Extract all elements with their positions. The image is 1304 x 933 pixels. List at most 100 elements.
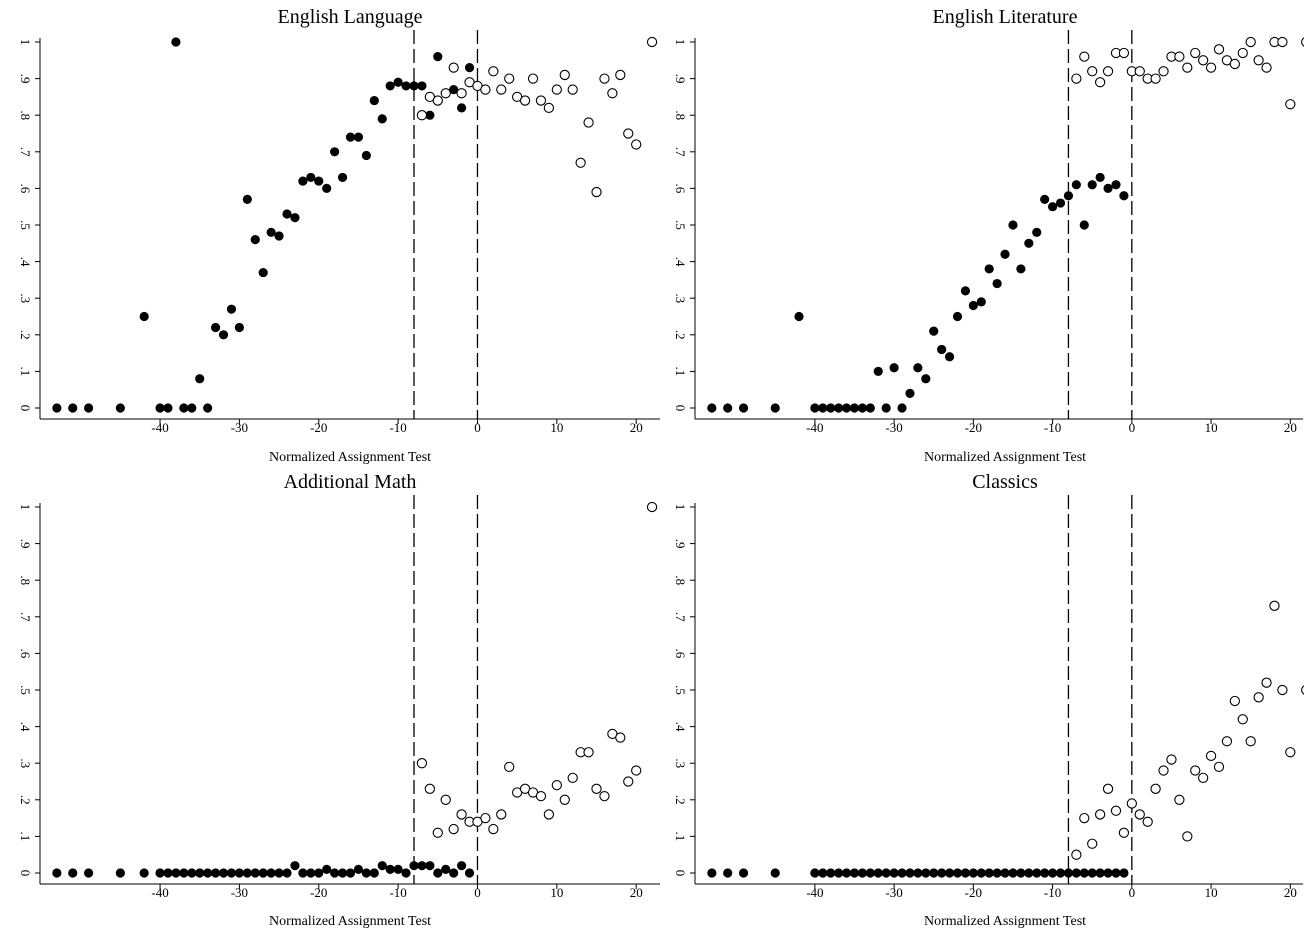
- data-point-filled: [377, 861, 387, 871]
- data-point-filled: [52, 868, 62, 878]
- y-tick-label: .6: [673, 649, 688, 659]
- x-tick-label: 10: [1205, 885, 1218, 900]
- data-point-hollow: [607, 88, 618, 99]
- data-point-hollow: [575, 157, 586, 168]
- data-point-hollow: [615, 732, 626, 743]
- data-point-hollow: [591, 186, 602, 198]
- x-axis-label: Normalized Assignment Test: [269, 450, 431, 465]
- data-point-filled: [322, 864, 332, 874]
- data-point-filled: [52, 403, 62, 413]
- data-point-filled: [345, 868, 356, 878]
- data-point-hollow: [1102, 783, 1114, 794]
- data-point-filled: [992, 278, 1002, 289]
- data-point-filled: [258, 267, 268, 278]
- data-point-filled: [242, 194, 252, 204]
- data-point-filled: [139, 868, 149, 878]
- data-point-filled: [226, 868, 237, 878]
- data-point-hollow: [440, 88, 451, 99]
- data-point-hollow: [1158, 765, 1169, 776]
- data-point-filled: [1087, 868, 1097, 878]
- data-point-hollow: [456, 88, 467, 99]
- data-point-filled: [266, 868, 276, 878]
- data-point-hollow: [416, 758, 428, 769]
- data-point-filled: [155, 403, 165, 413]
- data-point-hollow: [1102, 66, 1114, 77]
- data-point-filled: [449, 84, 459, 95]
- y-tick-label: .5: [673, 220, 688, 230]
- data-point-filled: [897, 403, 907, 413]
- y-tick-label: .4: [18, 722, 33, 732]
- data-point-filled: [1063, 191, 1074, 201]
- y-tick-label: .3: [673, 758, 688, 768]
- data-point-filled: [290, 861, 300, 871]
- data-point-filled: [707, 403, 717, 413]
- data-point-filled: [1111, 180, 1121, 190]
- y-tick-label: .1: [18, 367, 33, 377]
- y-tick-label: .3: [673, 293, 688, 303]
- data-point-filled: [242, 868, 252, 878]
- x-tick-label: 20: [1284, 420, 1297, 435]
- data-point-filled: [314, 176, 324, 186]
- panel-title: Classics: [972, 471, 1038, 493]
- y-tick-label: .8: [673, 575, 688, 585]
- data-point-filled: [841, 868, 852, 878]
- data-point-filled: [976, 868, 986, 878]
- data-point-filled: [952, 311, 963, 322]
- x-tick-label: 0: [1129, 420, 1136, 435]
- data-point-filled: [889, 363, 899, 373]
- data-point-filled: [723, 403, 733, 413]
- data-point-filled: [944, 868, 955, 878]
- data-point-filled: [234, 868, 244, 878]
- y-tick-label: 1: [673, 504, 688, 511]
- data-point-hollow: [1277, 684, 1288, 696]
- data-point-filled: [1016, 868, 1026, 878]
- data-point-filled: [1024, 238, 1034, 248]
- y-tick-label: 0: [673, 870, 688, 877]
- data-point-filled: [818, 868, 828, 878]
- data-point-hollow: [1198, 55, 1209, 66]
- x-tick-label: -40: [151, 420, 168, 435]
- data-point-filled: [433, 868, 443, 878]
- x-tick-label: 20: [630, 885, 643, 900]
- data-point-hollow: [559, 794, 570, 805]
- data-point-filled: [881, 868, 891, 878]
- data-point-filled: [464, 868, 475, 878]
- data-point-filled: [377, 114, 387, 124]
- panel-title: English Language: [278, 6, 423, 28]
- data-point-filled: [1119, 191, 1129, 201]
- data-point-filled: [417, 861, 427, 871]
- data-point-filled: [921, 868, 931, 878]
- x-tick-label: 0: [474, 885, 481, 900]
- data-point-hollow: [1229, 695, 1241, 707]
- data-point-filled: [409, 861, 419, 871]
- data-point-hollow: [1253, 55, 1264, 66]
- data-point-hollow: [1213, 761, 1225, 773]
- y-tick-label: .6: [18, 184, 33, 194]
- y-tick-label: .4: [18, 257, 33, 267]
- data-point-filled: [1032, 227, 1042, 237]
- data-point-filled: [1087, 180, 1097, 190]
- data-point-filled: [1024, 868, 1034, 878]
- data-point-hollow: [1221, 736, 1233, 747]
- data-point-filled: [1079, 220, 1089, 230]
- data-point-filled: [865, 868, 875, 878]
- data-point-filled: [921, 374, 931, 384]
- data-point-filled: [171, 868, 181, 878]
- data-point-filled: [1047, 868, 1058, 878]
- data-point-filled: [834, 403, 844, 413]
- data-point-hollow: [623, 128, 634, 139]
- data-point-hollow: [504, 73, 515, 84]
- data-point-filled: [944, 352, 955, 362]
- panel-title: Additional Math: [284, 471, 417, 493]
- data-point-filled: [881, 403, 891, 413]
- data-point-hollow: [559, 69, 570, 81]
- data-point-hollow: [1087, 838, 1098, 849]
- data-point-hollow: [631, 765, 642, 776]
- data-point-hollow: [1198, 772, 1209, 783]
- data-point-hollow: [1245, 736, 1256, 747]
- data-point-filled: [1040, 194, 1050, 204]
- data-point-hollow: [1142, 816, 1153, 827]
- data-point-filled: [425, 861, 435, 871]
- data-point-filled: [187, 403, 197, 413]
- y-tick-label: .7: [18, 612, 33, 622]
